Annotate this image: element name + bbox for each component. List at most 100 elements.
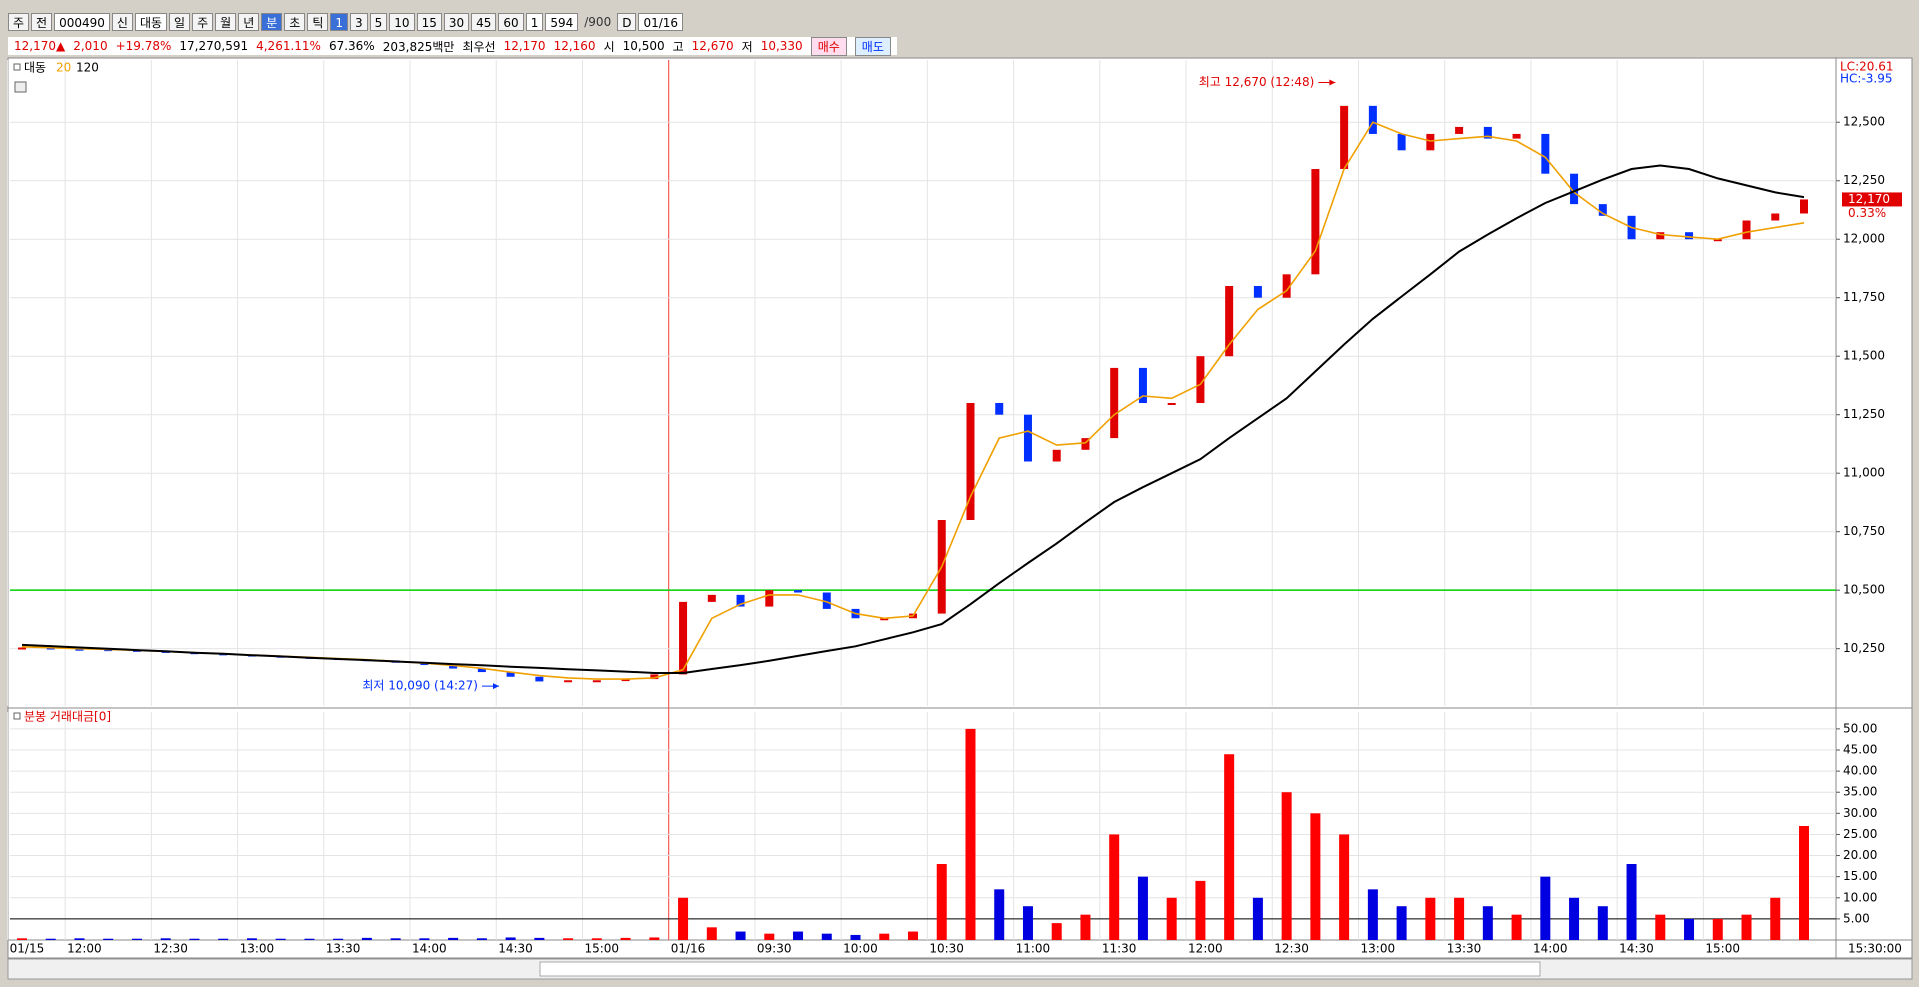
toolbar-button[interactable]: 주 bbox=[192, 13, 214, 31]
quote-field: 4,261.11% bbox=[256, 39, 321, 53]
volume-bar bbox=[275, 938, 286, 940]
y-tick-label: 11,500 bbox=[1843, 349, 1885, 363]
quote-field: 12,170▲ bbox=[14, 39, 66, 53]
scroll-thumb[interactable] bbox=[539, 961, 1541, 977]
candle bbox=[592, 680, 601, 683]
toolbar-button[interactable]: 45 bbox=[471, 13, 497, 31]
toolbar-button[interactable]: 01/16 bbox=[638, 13, 684, 31]
candle bbox=[995, 403, 1004, 415]
toolbar-button[interactable]: 594 bbox=[545, 13, 579, 31]
toolbar-button[interactable]: 월 bbox=[215, 13, 237, 31]
legend-box bbox=[13, 712, 21, 720]
legend-label: 120 bbox=[76, 61, 99, 75]
volume-bar bbox=[735, 931, 746, 940]
y-tick-label: 11,000 bbox=[1843, 466, 1885, 480]
candle bbox=[1167, 403, 1176, 406]
volume-bar bbox=[361, 937, 372, 940]
change-label: 0.33% bbox=[1848, 206, 1886, 220]
candle bbox=[736, 594, 745, 607]
toolbar-button[interactable]: 15 bbox=[416, 13, 442, 31]
quote-field: 최우선 bbox=[462, 39, 496, 54]
x-tick-label: 15:00 bbox=[584, 942, 619, 956]
volume-bar bbox=[419, 938, 430, 940]
toolbar-button[interactable]: 000490 bbox=[54, 13, 110, 31]
toolbar-button[interactable]: 전 bbox=[31, 13, 53, 31]
y-tick-label: 12,000 bbox=[1843, 232, 1885, 246]
x-tick-label: 14:00 bbox=[412, 942, 447, 956]
candle bbox=[966, 403, 975, 520]
x-tick-label: 13:00 bbox=[240, 942, 275, 956]
toolbar-button[interactable]: 초 bbox=[284, 13, 306, 31]
volume-bar bbox=[1569, 897, 1580, 940]
toolbar-button[interactable]: 주 bbox=[8, 13, 30, 31]
toolbar-button[interactable]: 분 bbox=[261, 13, 283, 31]
x-tick-label: 12:30 bbox=[153, 942, 188, 956]
volume-bar bbox=[1166, 897, 1177, 940]
toolbar-button[interactable]: 대동 bbox=[134, 13, 168, 31]
x-tick-label: 14:30 bbox=[498, 942, 533, 956]
toolbar-button[interactable]: 5 bbox=[369, 13, 388, 31]
toolbar-button[interactable]: 신 bbox=[111, 13, 133, 31]
toolbar-button[interactable]: D bbox=[617, 13, 637, 31]
candle bbox=[1713, 239, 1722, 242]
y-tick-label: 25.00 bbox=[1843, 827, 1877, 841]
candle bbox=[1368, 105, 1377, 134]
volume-bar bbox=[103, 938, 114, 940]
quote-field: 2,010 bbox=[73, 39, 108, 53]
y-tick-label: 10,500 bbox=[1843, 583, 1885, 597]
volume-bar bbox=[246, 938, 257, 940]
quote-field[interactable]: 매수 bbox=[810, 36, 847, 56]
x-tick-label: 14:00 bbox=[1533, 942, 1568, 956]
candle bbox=[1570, 173, 1579, 205]
x-tick-label: 01/15 bbox=[10, 942, 45, 956]
volume-bar bbox=[821, 933, 832, 940]
toolbar-button[interactable]: /900 bbox=[584, 15, 612, 29]
y-tick-label: 12,500 bbox=[1843, 115, 1885, 129]
volume-bar bbox=[764, 933, 775, 940]
legend-icon[interactable] bbox=[14, 81, 27, 93]
candle bbox=[1282, 274, 1291, 298]
toolbar-button[interactable]: 1 bbox=[330, 13, 349, 31]
toolbar-button[interactable]: 년 bbox=[238, 13, 260, 31]
candle bbox=[1800, 199, 1808, 214]
toolbar-button[interactable]: 3 bbox=[350, 13, 368, 31]
toolbar-button[interactable]: 30 bbox=[443, 13, 470, 31]
volume-title: 분봉 거래대금[0] bbox=[24, 710, 111, 724]
toolbar-button[interactable]: 틱 bbox=[307, 13, 329, 31]
x-tick-label: 13:30 bbox=[1447, 942, 1482, 956]
x-end-label: 15:30:00 bbox=[1848, 942, 1902, 956]
annotation: 최고 12,670 (12:48) bbox=[1199, 75, 1315, 89]
volume-bar bbox=[879, 933, 890, 940]
y-tick-label: 30.00 bbox=[1843, 806, 1877, 820]
y-tick-label: 11,250 bbox=[1843, 407, 1885, 421]
quote-field: 고 bbox=[672, 39, 684, 54]
last-price-box bbox=[1842, 192, 1902, 207]
y-tick-label: 35.00 bbox=[1843, 785, 1877, 799]
quote-field: 12,670 bbox=[691, 39, 734, 53]
volume-bar bbox=[1339, 834, 1350, 940]
candle bbox=[535, 676, 544, 682]
volume-bar bbox=[1597, 906, 1608, 940]
x-tick-label: 12:00 bbox=[1188, 942, 1223, 956]
quote-field: 시 bbox=[603, 39, 615, 54]
annotation-arrowhead bbox=[1329, 79, 1336, 86]
quote-field: 10,500 bbox=[622, 39, 665, 53]
volume-bar bbox=[1741, 914, 1752, 940]
candle bbox=[794, 590, 803, 593]
toolbar-button[interactable]: 60 bbox=[498, 13, 524, 31]
candle bbox=[1397, 133, 1406, 151]
x-tick-label: 13:30 bbox=[326, 942, 361, 956]
candle bbox=[1598, 204, 1607, 216]
candle bbox=[880, 618, 889, 621]
candle bbox=[506, 672, 515, 677]
quote-field[interactable]: 매도 bbox=[854, 36, 891, 56]
volume-bar bbox=[1252, 897, 1263, 940]
volume-bar bbox=[218, 938, 229, 940]
toolbar-button[interactable]: 1 bbox=[525, 13, 544, 31]
legend-box bbox=[13, 63, 21, 71]
toolbar-button[interactable]: 10 bbox=[389, 13, 415, 31]
toolbar-button[interactable]: 일 bbox=[169, 13, 191, 31]
volume-bar bbox=[850, 934, 861, 940]
candle bbox=[707, 594, 716, 602]
